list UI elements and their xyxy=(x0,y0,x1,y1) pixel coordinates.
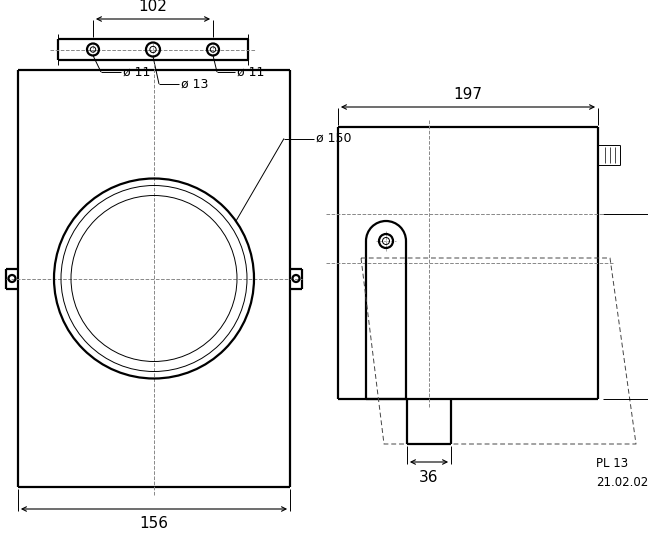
Text: ø 11: ø 11 xyxy=(237,66,264,79)
Text: 156: 156 xyxy=(139,516,168,531)
Text: 197: 197 xyxy=(454,87,483,102)
Text: 36: 36 xyxy=(419,470,439,485)
Text: 102: 102 xyxy=(139,0,167,14)
Text: ø 13: ø 13 xyxy=(181,77,209,90)
Text: ø 11: ø 11 xyxy=(123,66,150,79)
Text: ø 150: ø 150 xyxy=(316,132,351,145)
Text: PL 13
21.02.02: PL 13 21.02.02 xyxy=(596,457,648,489)
